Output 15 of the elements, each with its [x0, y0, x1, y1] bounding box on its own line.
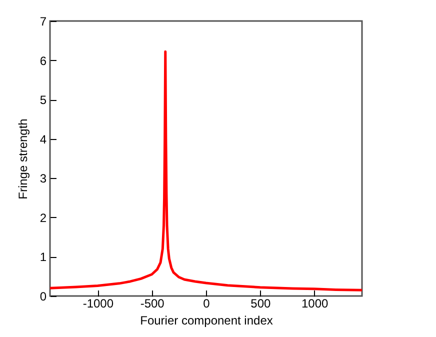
- x-tick-label: 1000: [301, 296, 329, 310]
- y-tick-label: 1: [40, 250, 47, 264]
- line-series: [50, 50, 362, 292]
- y-tick-label: 5: [40, 93, 47, 108]
- y-tick-label: 6: [40, 54, 47, 68]
- y-tick-label: 3: [40, 172, 47, 186]
- x-axis-title: Fourier component index: [140, 314, 273, 328]
- y-axis-title: Fringe strength: [16, 118, 30, 200]
- x-tick-label: -1000: [82, 296, 114, 310]
- y-tick-label: 7: [40, 14, 47, 28]
- x-tick-label: 0: [203, 296, 210, 310]
- x-tick-label: -500: [140, 296, 165, 310]
- y-tick-label: 2: [40, 210, 47, 225]
- x-tick-label: 500: [250, 296, 271, 310]
- y-tick-label: 4: [40, 132, 47, 146]
